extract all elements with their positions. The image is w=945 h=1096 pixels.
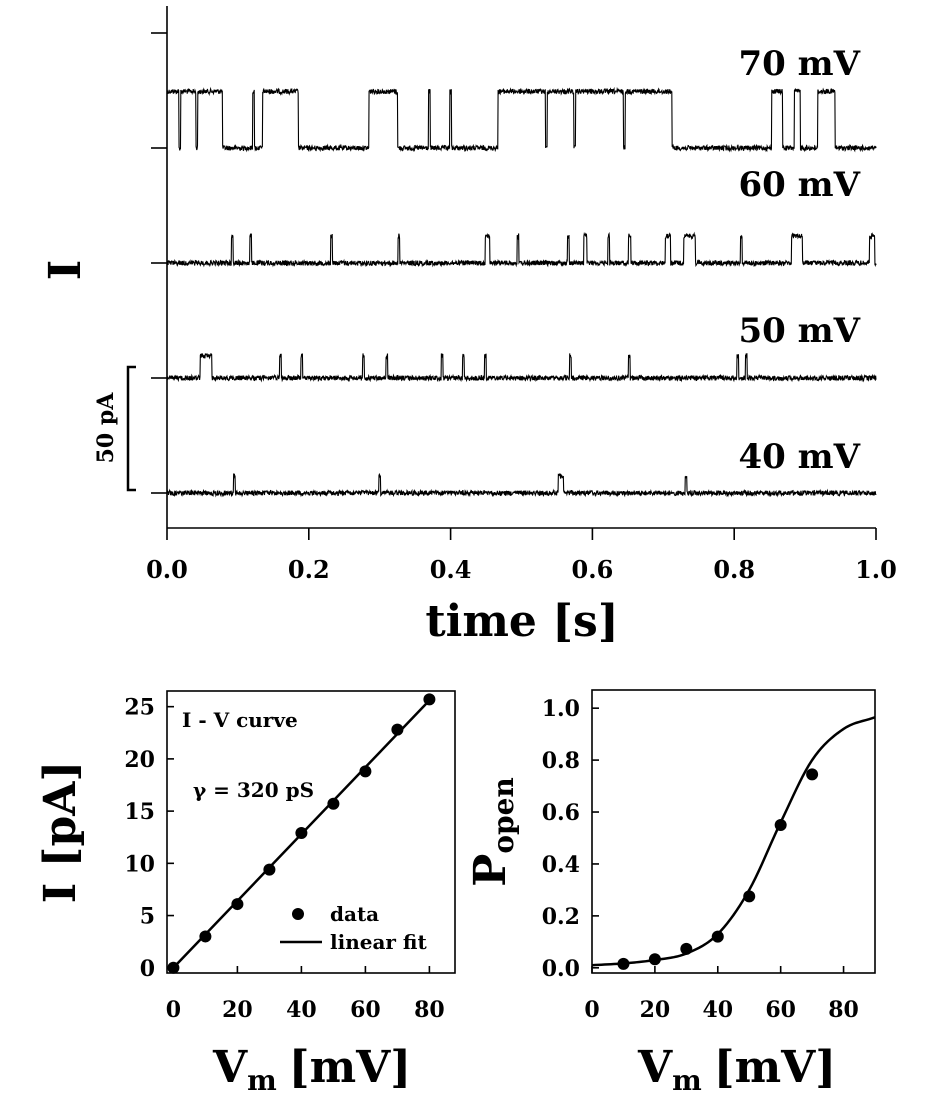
iv-data-point [391,723,404,736]
popen-y-tick-label: 0.0 [542,956,580,982]
iv-plot-frame [166,690,456,974]
iv-x-tick-label: 80 [414,997,445,1023]
traces-x-axis-label: time [s] [425,596,618,647]
trace-label-70mv: 70 mV [738,44,860,84]
iv-x-tick-label: 40 [286,997,317,1023]
iv-data-point [231,898,244,911]
popen-y-tick-label: 0.2 [542,904,580,930]
popen-data-point [806,768,819,781]
iv-data-points [167,693,436,974]
popen-y-tick-label: 1.0 [542,696,580,722]
iv-conductance-annotation: γ = 320 pS [193,778,314,802]
scale-bar-label: 50 pA [93,392,119,464]
popen-fit-curve [591,716,876,967]
iv-x-axis-label: Vm [mV] [212,1042,411,1096]
iv-data-point [423,693,436,706]
trace-lines [166,86,877,498]
popen-panel: 0 20 40 60 80 0.0 0.2 0.4 0.6 0.8 1.0 Popen Vm [mV] [465,689,876,1096]
trace-x-tick-label: 0.8 [713,555,755,584]
trace-label-50mv: 50 mV [738,311,860,351]
iv-y-tick-label: 5 [140,904,155,930]
trace-label-60mv: 60 mV [738,165,860,205]
traces-y-ticks [151,32,167,494]
popen-data-points [617,768,819,970]
popen-y-axis-label: Popen [465,777,520,887]
trace-x-tick-label: 0.4 [430,555,472,584]
legend-data-label: data [330,902,379,926]
popen-data-point [648,953,661,966]
trace-70mv [166,86,877,153]
traces-x-ticks: 0.0 0.2 0.4 0.6 0.8 1.0 [146,528,897,584]
iv-y-axis-label: I [pA] [35,761,86,903]
iv-y-tick-label: 10 [124,851,155,877]
legend-data-marker [292,908,304,920]
trace-x-tick-label: 1.0 [855,555,897,584]
iv-y-tick-label: 25 [124,695,155,721]
trace-50mv [166,352,877,383]
trace-x-tick-label: 0.2 [288,555,330,584]
traces-panel: 0.0 0.2 0.4 0.6 0.8 1.0 70 mV 60 mV 50 mV 40 … [40,6,897,647]
iv-data-point [263,863,276,876]
legend-fit-label: linear fit [330,930,427,954]
trace-60mv [166,231,877,268]
popen-data-point [680,942,693,955]
popen-x-tick-label: 20 [640,997,671,1023]
iv-data-point [295,827,308,840]
iv-ticks: 0 20 40 60 80 0 5 10 15 20 25 [124,695,444,1023]
popen-data-point [743,890,756,903]
popen-y-tick-label: 0.8 [542,748,580,774]
trace-label-40mv: 40 mV [738,437,860,477]
popen-x-tick-label: 60 [765,997,796,1023]
popen-plot-frame [591,689,876,974]
iv-data-point [199,930,212,943]
iv-y-tick-label: 0 [140,956,155,982]
popen-data-point [711,930,724,943]
trace-x-tick-label: 0.6 [572,555,614,584]
iv-title: I - V curve [182,708,298,732]
scale-bar [126,365,136,492]
popen-y-tick-label: 0.6 [542,800,580,826]
iv-x-tick-label: 60 [350,997,381,1023]
iv-data-point [167,961,180,974]
iv-data-point [359,765,372,778]
traces-y-axis-label: I [40,260,91,281]
popen-y-tick-label: 0.4 [542,852,580,878]
iv-y-tick-label: 20 [124,747,155,773]
popen-x-tick-label: 40 [702,997,733,1023]
iv-data-point [327,797,340,810]
popen-x-tick-label: 80 [828,997,859,1023]
trace-40mv [166,472,877,498]
popen-data-point [774,819,787,832]
iv-panel: 0 20 40 60 80 0 5 10 15 20 25 I - V curve γ = 320 … [35,690,456,1096]
iv-y-tick-label: 15 [124,799,155,825]
popen-data-point [617,957,630,970]
iv-x-tick-label: 0 [166,997,181,1023]
trace-x-tick-label: 0.0 [146,555,188,584]
iv-x-tick-label: 20 [222,997,253,1023]
popen-x-tick-label: 0 [584,997,599,1023]
popen-x-axis-label: Vm [mV] [637,1042,836,1096]
popen-ticks: 0 20 40 60 80 0.0 0.2 0.4 0.6 0.8 1.0 [542,696,859,1023]
